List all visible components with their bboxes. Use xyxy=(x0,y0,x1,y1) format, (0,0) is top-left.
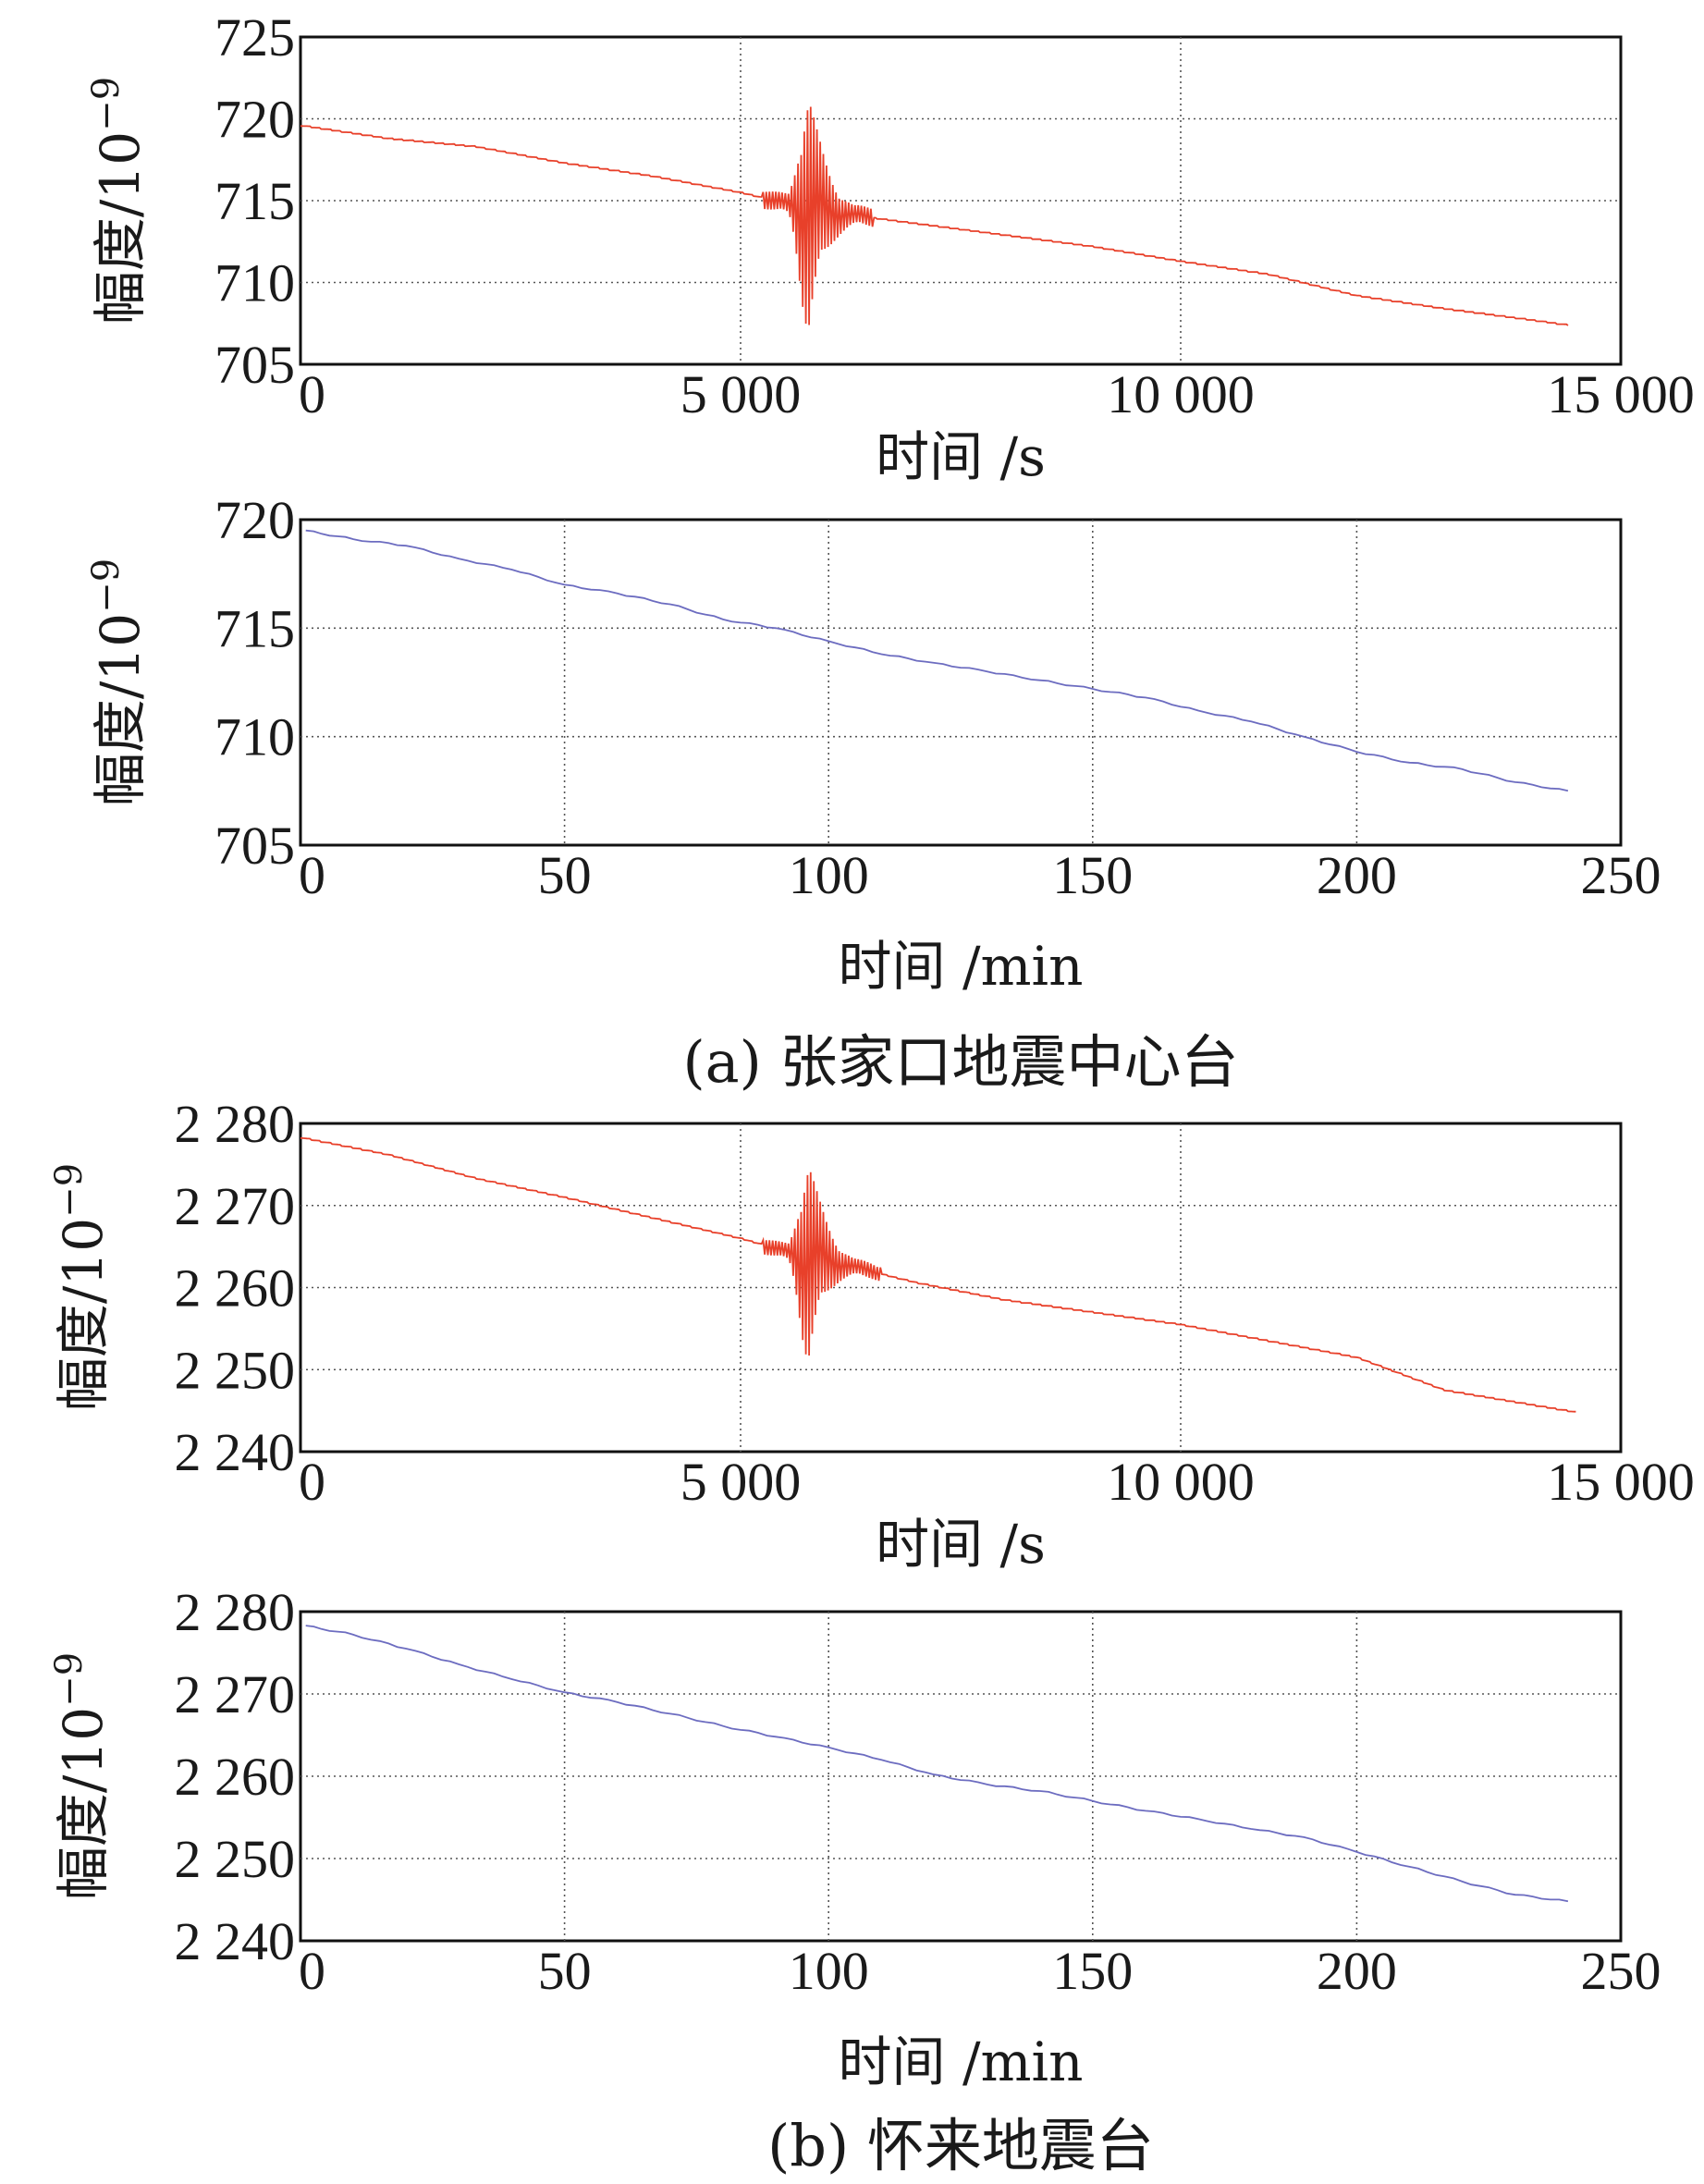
y-tick-label: 705 xyxy=(215,335,295,395)
x-axis-label: 时间 /min xyxy=(839,2031,1084,2093)
y-tick-label: 2 280 xyxy=(175,1094,296,1154)
x-tick-label: 10 000 xyxy=(1107,1452,1255,1512)
data-series-line xyxy=(300,1136,1576,1413)
x-tick-label: 250 xyxy=(1581,1941,1661,2001)
y-axis-label: 幅度/10−9 xyxy=(48,1163,115,1411)
x-tick-label: 150 xyxy=(1052,1941,1133,2001)
y-tick-label: 2 260 xyxy=(175,1747,296,1807)
caption-a: (a) 张家口地震中心台 xyxy=(682,1028,1238,1096)
data-series-line xyxy=(305,1625,1569,1903)
x-tick-label: 50 xyxy=(538,1941,592,2001)
y-tick-label: 2 240 xyxy=(175,1911,296,1971)
y-tick-label: 2 240 xyxy=(175,1422,296,1482)
caption-b: (b) 怀来地震台 xyxy=(767,2112,1154,2179)
y-tick-label: 2 270 xyxy=(175,1176,296,1236)
y-tick-label: 2 250 xyxy=(175,1829,296,1889)
x-tick-label: 200 xyxy=(1317,1941,1397,2001)
y-tick-label: 720 xyxy=(215,490,295,550)
plot-frame xyxy=(299,518,1623,847)
y-axis-label: 幅度/10−9 xyxy=(48,1652,115,1900)
x-tick-label: 15 000 xyxy=(1547,1452,1695,1512)
y-tick-label: 2 270 xyxy=(175,1664,296,1724)
chart-b-minutes: 2 240 2 250 2 260 2 270 2 280 0 50 100 150 200 25… xyxy=(48,1582,1661,2093)
x-tick-label: 200 xyxy=(1317,845,1397,905)
x-tick-label: 250 xyxy=(1581,845,1661,905)
x-tick-label: 100 xyxy=(789,1941,869,2001)
chart-a-seconds: 705 710 715 720 725 0 5 000 10 000 15 000 幅度/10… xyxy=(85,7,1695,488)
data-series-line xyxy=(300,106,1569,326)
x-tick-label: 15 000 xyxy=(1547,364,1695,424)
chart-b-seconds: 2 240 2 250 2 260 2 270 2 280 0 5 000 10 000 15… xyxy=(48,1094,1695,1576)
x-tick-label: 0 xyxy=(299,1452,325,1512)
y-tick-label: 2 280 xyxy=(175,1582,296,1642)
x-tick-label: 50 xyxy=(538,845,592,905)
y-tick-label: 710 xyxy=(215,253,295,313)
x-tick-label: 0 xyxy=(299,1941,325,2001)
y-tick-label: 715 xyxy=(215,171,295,231)
x-tick-label: 0 xyxy=(299,845,325,905)
x-tick-label: 5 000 xyxy=(680,1452,802,1512)
x-tick-label: 150 xyxy=(1052,845,1133,905)
x-tick-label: 5 000 xyxy=(680,364,802,424)
y-tick-label: 2 250 xyxy=(175,1340,296,1400)
y-tick-label: 720 xyxy=(215,90,295,150)
x-tick-label: 10 000 xyxy=(1107,364,1255,424)
data-series-line xyxy=(305,529,1569,792)
y-tick-label: 705 xyxy=(215,816,295,876)
y-axis-label: 幅度/10−9 xyxy=(85,77,152,325)
y-tick-label: 725 xyxy=(215,7,295,67)
x-axis-label: 时间 /s xyxy=(876,425,1046,488)
y-tick-label: 710 xyxy=(215,707,295,767)
x-tick-label: 100 xyxy=(789,845,869,905)
x-tick-label: 0 xyxy=(299,364,325,424)
chart-a-minutes: 705 710 715 720 0 50 100 150 200 250 幅度/10−9 时间 … xyxy=(85,490,1661,998)
x-axis-label: 时间 /min xyxy=(839,935,1084,998)
x-axis-label: 时间 /s xyxy=(876,1513,1046,1576)
y-axis-label: 幅度/10−9 xyxy=(85,558,152,806)
y-tick-label: 715 xyxy=(215,598,295,658)
y-tick-label: 2 260 xyxy=(175,1258,296,1319)
